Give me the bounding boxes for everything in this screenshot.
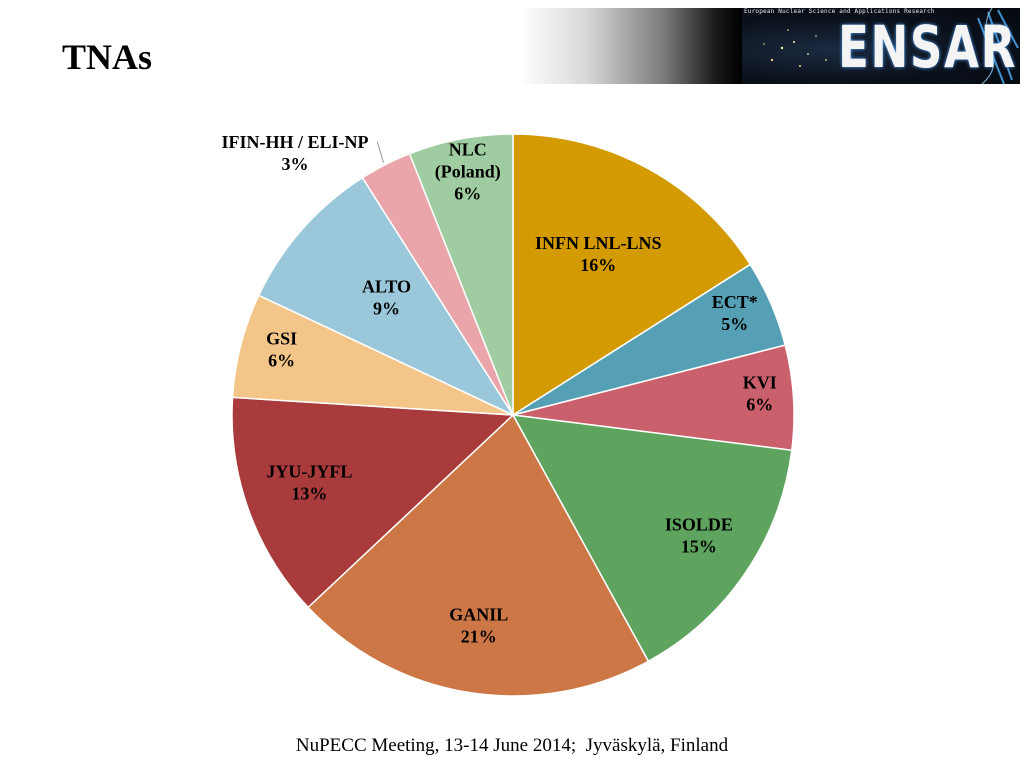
slide-footer: NuPECC Meeting, 13-14 June 2014; Jyväsky… (295, 735, 729, 756)
pie-label: ISOLDE 15% (665, 514, 733, 556)
pie-label: KVI 6% (743, 372, 777, 414)
pie-labels: INFN LNL-LNS 16% ECT* 5% KVI 6% ISOLDE 15% GANIL… (221, 132, 776, 646)
ensar-banner: European Nuclear Science and Application… (520, 8, 1020, 84)
pie-label: IFIN-HH / ELI-NP 3% (221, 132, 368, 174)
banner-gradient (520, 8, 742, 84)
pie-slice-jyu-jyfl (231, 396, 515, 609)
slide-title: TNAs (62, 37, 153, 77)
pie-label: NLC (Poland) 6% (435, 140, 501, 204)
pie-label: ALTO 9% (362, 277, 411, 319)
ensar-logo: European Nuclear Science and Application… (742, 8, 1020, 84)
banner-tagline: European Nuclear Science and Application… (744, 8, 935, 15)
pie-slice-ganil (307, 413, 650, 697)
pie-slice-nlc (408, 133, 514, 416)
leader-line (377, 141, 384, 163)
pie-label: GANIL 21% (449, 604, 508, 646)
pie-label: ECT* 5% (712, 292, 758, 334)
europe-night-map (763, 8, 1019, 84)
ensar-wordmark: ENSAR (838, 13, 1017, 81)
pie-label: JYU-JYFL 13% (266, 461, 352, 503)
pie-slice-isolde (511, 414, 793, 663)
pie-label: INFN LNL-LNS 16% (535, 233, 662, 275)
pie-slice-alto (257, 176, 516, 417)
pie-slices (231, 133, 795, 697)
pie-slice-infn-lnl-lns (512, 133, 752, 417)
pie-label: GSI 6% (266, 329, 297, 371)
